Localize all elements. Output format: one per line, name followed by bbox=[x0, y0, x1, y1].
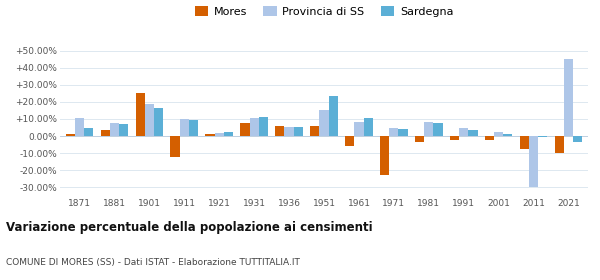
Bar bbox=[574, 136, 583, 142]
Text: Variazione percentuale della popolazione ai censimenti: Variazione percentuale della popolazione… bbox=[6, 221, 373, 234]
Bar bbox=[380, 136, 389, 175]
Bar bbox=[398, 129, 407, 136]
Bar bbox=[154, 108, 163, 136]
Bar bbox=[389, 129, 398, 136]
Bar bbox=[241, 123, 250, 136]
Bar bbox=[346, 136, 355, 146]
Bar bbox=[319, 109, 329, 136]
Bar bbox=[494, 132, 503, 136]
Bar bbox=[205, 134, 215, 136]
Bar bbox=[284, 127, 293, 136]
Bar bbox=[136, 93, 145, 136]
Bar bbox=[170, 136, 179, 157]
Bar bbox=[503, 134, 512, 136]
Bar bbox=[250, 118, 259, 136]
Bar bbox=[310, 126, 319, 136]
Bar bbox=[224, 132, 233, 136]
Bar bbox=[529, 136, 538, 187]
Bar bbox=[110, 123, 119, 136]
Bar bbox=[450, 136, 460, 139]
Bar bbox=[84, 128, 93, 136]
Bar bbox=[520, 136, 529, 149]
Bar bbox=[188, 120, 198, 136]
Bar bbox=[329, 96, 338, 136]
Bar bbox=[469, 130, 478, 136]
Text: COMUNE DI MORES (SS) - Dati ISTAT - Elaborazione TUTTITALIA.IT: COMUNE DI MORES (SS) - Dati ISTAT - Elab… bbox=[6, 258, 300, 267]
Bar bbox=[355, 122, 364, 136]
Bar bbox=[74, 118, 84, 136]
Bar bbox=[555, 136, 564, 153]
Bar bbox=[485, 136, 494, 140]
Bar bbox=[538, 136, 547, 137]
Bar bbox=[119, 124, 128, 136]
Bar bbox=[433, 123, 443, 136]
Bar bbox=[424, 122, 433, 136]
Bar bbox=[179, 119, 188, 136]
Bar bbox=[460, 129, 469, 136]
Bar bbox=[259, 117, 268, 136]
Bar bbox=[275, 126, 284, 136]
Bar bbox=[415, 136, 424, 142]
Bar bbox=[364, 118, 373, 136]
Bar bbox=[65, 134, 74, 136]
Bar bbox=[145, 104, 154, 136]
Bar bbox=[101, 130, 110, 136]
Legend: Mores, Provincia di SS, Sardegna: Mores, Provincia di SS, Sardegna bbox=[190, 1, 458, 21]
Bar bbox=[215, 133, 224, 136]
Bar bbox=[564, 59, 574, 136]
Bar bbox=[293, 127, 302, 136]
